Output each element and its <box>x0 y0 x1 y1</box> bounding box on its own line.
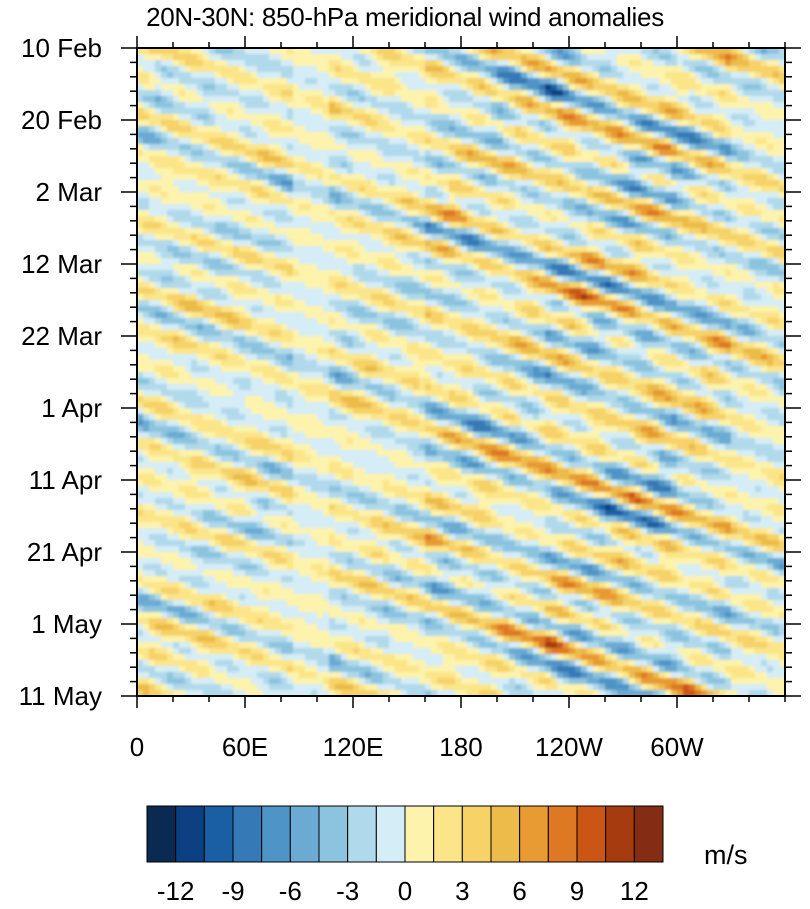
colorbar-swatch <box>576 805 607 863</box>
heatmap-field <box>137 48 785 696</box>
x-axis: 0 60E 120E 180 120W 60W <box>130 36 786 762</box>
colorbar-swatch <box>519 805 549 863</box>
colorbar: -12 -9 -6 -3 0 3 6 9 12 <box>146 805 664 906</box>
x-tick-label: 180 <box>439 732 482 762</box>
y-tick-label: 2 Mar <box>36 177 103 207</box>
colorbar-units-label: m/s <box>704 840 748 870</box>
y-tick-label: 1 May <box>31 609 102 639</box>
x-tick-label: 120E <box>323 732 384 762</box>
colorbar-label: -3 <box>336 876 359 906</box>
colorbar-swatch <box>547 805 578 863</box>
colorbar-label: 0 <box>398 876 412 906</box>
y-axis: 10 Feb 20 Feb 2 Mar 12 Mar 22 Mar 1 Apr 11 Apr… <box>19 33 801 711</box>
colorbar-swatch <box>347 805 377 863</box>
chart-title: 20N-30N: 850-hPa meridional wind anomali… <box>146 2 664 32</box>
y-tick-label: 21 Apr <box>27 537 103 567</box>
x-tick-label: 60E <box>222 732 268 762</box>
x-tick-label: 0 <box>130 732 144 762</box>
colorbar-label: 9 <box>570 876 584 906</box>
y-tick-label: 10 Feb <box>21 33 102 63</box>
colorbar-swatch <box>175 805 205 863</box>
x-tick-label: 60W <box>650 732 704 762</box>
colorbar-label: 12 <box>620 876 649 906</box>
colorbar-swatch <box>605 805 635 863</box>
colorbar-swatch <box>261 805 291 863</box>
colorbar-swatch <box>146 805 177 863</box>
colorbar-swatch <box>461 805 492 863</box>
colorbar-swatch <box>404 805 435 863</box>
colorbar-swatch <box>232 805 263 863</box>
colorbar-label: -12 <box>157 876 195 906</box>
colorbar-swatch <box>318 805 349 863</box>
colorbar-label: 3 <box>455 876 469 906</box>
colorbar-label: -9 <box>221 876 244 906</box>
colorbar-swatch <box>289 805 320 863</box>
colorbar-swatch <box>633 805 664 863</box>
colorbar-swatch <box>433 805 463 863</box>
y-tick-label: 1 Apr <box>41 393 102 423</box>
colorbar-swatch <box>490 805 521 863</box>
colorbar-swatch <box>203 805 234 863</box>
x-tick-label: 120W <box>535 732 603 762</box>
y-tick-label: 11 Apr <box>29 465 103 495</box>
y-tick-label: 22 Mar <box>21 321 102 351</box>
y-tick-label: 12 Mar <box>21 249 102 279</box>
y-tick-label: 20 Feb <box>21 105 102 135</box>
y-tick-label: 11 May <box>19 681 102 711</box>
colorbar-label: -6 <box>279 876 302 906</box>
colorbar-label: 6 <box>512 876 526 906</box>
colorbar-swatch <box>375 805 406 863</box>
